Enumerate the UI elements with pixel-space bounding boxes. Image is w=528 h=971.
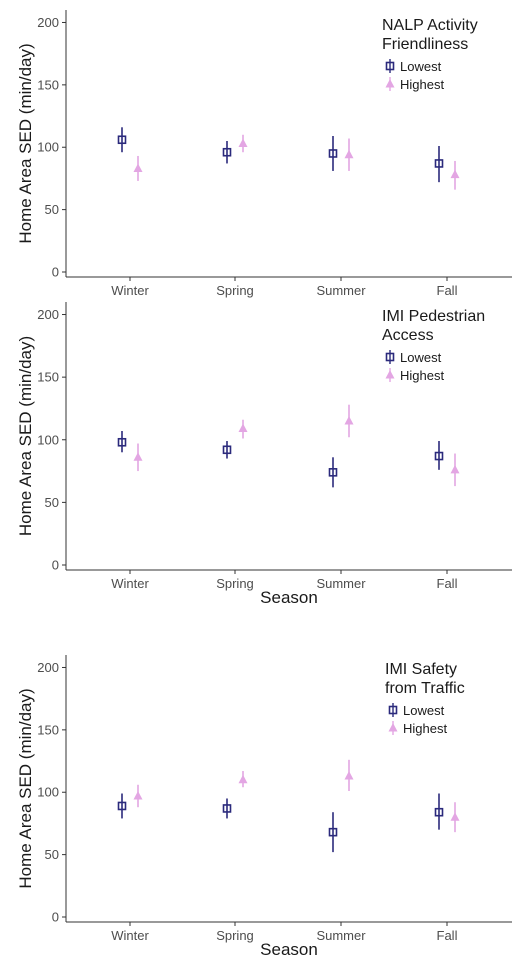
legend-key-marker bbox=[385, 370, 395, 379]
legend-title: IMI Safety bbox=[385, 661, 457, 678]
legend-key-marker bbox=[388, 723, 398, 732]
legend-title: NALP Activity bbox=[382, 17, 478, 34]
legend-key-marker bbox=[385, 352, 395, 362]
series-lowest bbox=[117, 127, 444, 183]
y-tick-label: 150 bbox=[37, 77, 59, 92]
chart-panel-2: 0 50 100 150 200 Winter Spring Summer Fall Home A… bbox=[16, 302, 512, 607]
legend-title: Friendliness bbox=[382, 36, 468, 53]
chart-panel-3: 0 50 100 150 200 Winter Spring Summer Fall Home A… bbox=[16, 655, 512, 959]
x-tick-label: Summer bbox=[316, 283, 366, 298]
y-axis-title: Home Area SED (min/day) bbox=[16, 336, 35, 536]
data-point bbox=[222, 804, 232, 813]
y-tick-label: 0 bbox=[52, 265, 59, 280]
y-tick-label: 50 bbox=[45, 495, 59, 510]
legend-key-marker bbox=[388, 705, 398, 715]
data-point bbox=[117, 135, 127, 145]
data-point bbox=[344, 771, 354, 780]
y-tick-label: 200 bbox=[37, 307, 59, 322]
legend-item-lowest: Lowest bbox=[388, 703, 445, 718]
data-point bbox=[133, 790, 143, 800]
legend-item-highest: Highest bbox=[388, 721, 447, 736]
data-point bbox=[117, 437, 127, 447]
y-tick-label: 150 bbox=[37, 370, 59, 385]
legend-label: Highest bbox=[400, 368, 444, 383]
legend-label: Lowest bbox=[403, 703, 445, 718]
legend: IMI Pedestrian Access Lowest Highest bbox=[382, 308, 485, 383]
data-point bbox=[238, 138, 248, 147]
data-point bbox=[222, 147, 232, 157]
legend-item-highest: Highest bbox=[385, 368, 444, 383]
data-point bbox=[450, 169, 460, 179]
y-axis-title: Home Area SED (min/day) bbox=[16, 688, 35, 888]
y-tick-label: 0 bbox=[52, 910, 59, 925]
data-point bbox=[434, 807, 444, 817]
y-tick-label: 150 bbox=[37, 722, 59, 737]
legend-label: Lowest bbox=[400, 350, 442, 365]
legend: NALP Activity Friendliness Lowest Highest bbox=[382, 17, 478, 92]
y-axis-title: Home Area SED (min/day) bbox=[16, 43, 35, 243]
legend-label: Lowest bbox=[400, 59, 442, 74]
legend-item-lowest: Lowest bbox=[385, 59, 442, 74]
series-highest bbox=[133, 404, 460, 487]
x-tick-label: Summer bbox=[316, 576, 366, 591]
data-point bbox=[344, 149, 354, 159]
series-lowest bbox=[117, 430, 444, 488]
x-tick-label: Winter bbox=[111, 283, 149, 298]
data-point bbox=[434, 159, 444, 168]
x-tick-label: Fall bbox=[437, 576, 458, 591]
legend: IMI Safety from Traffic Lowest Highest bbox=[385, 661, 465, 736]
legend-key-marker bbox=[385, 79, 395, 88]
data-point bbox=[238, 423, 248, 432]
data-point bbox=[328, 468, 338, 477]
series-lowest bbox=[117, 793, 444, 853]
legend-label: Highest bbox=[403, 721, 447, 736]
data-point bbox=[450, 464, 460, 474]
y-tick-label: 100 bbox=[37, 432, 59, 447]
legend-item-highest: Highest bbox=[385, 77, 444, 92]
data-point bbox=[344, 415, 354, 425]
y-tick-label: 200 bbox=[37, 660, 59, 675]
x-tick-label: Winter bbox=[111, 576, 149, 591]
legend-title: IMI Pedestrian bbox=[382, 308, 485, 325]
data-point bbox=[133, 163, 143, 172]
data-point bbox=[434, 451, 444, 461]
legend-item-lowest: Lowest bbox=[385, 350, 442, 365]
chart-panel-1: 0 50 100 150 200 Winter Spring Summer Fall Home A… bbox=[16, 10, 512, 298]
x-tick-label: Fall bbox=[437, 928, 458, 943]
x-tick-label: Spring bbox=[216, 283, 254, 298]
data-point bbox=[238, 774, 248, 784]
y-tick-label: 50 bbox=[45, 847, 59, 862]
x-tick-label: Fall bbox=[437, 283, 458, 298]
y-tick-label: 50 bbox=[45, 202, 59, 217]
legend-label: Highest bbox=[400, 77, 444, 92]
series-highest bbox=[133, 759, 460, 833]
data-point bbox=[450, 812, 460, 821]
legend-key-marker bbox=[385, 61, 395, 71]
data-point bbox=[328, 827, 338, 837]
data-point bbox=[328, 149, 338, 158]
legend-title: from Traffic bbox=[385, 680, 465, 697]
y-tick-label: 100 bbox=[37, 140, 59, 155]
data-point bbox=[133, 452, 143, 461]
x-axis-title: Season bbox=[260, 940, 318, 959]
legend-title: Access bbox=[382, 327, 434, 344]
series-highest bbox=[133, 134, 460, 190]
y-tick-label: 0 bbox=[52, 558, 59, 573]
y-tick-label: 200 bbox=[37, 15, 59, 30]
x-tick-label: Winter bbox=[111, 928, 149, 943]
x-axis-title: Season bbox=[260, 588, 318, 607]
x-tick-label: Summer bbox=[316, 928, 366, 943]
y-tick-label: 100 bbox=[37, 785, 59, 800]
x-tick-label: Spring bbox=[216, 928, 254, 943]
x-tick-label: Spring bbox=[216, 576, 254, 591]
data-point bbox=[222, 445, 232, 455]
data-point bbox=[117, 801, 127, 811]
